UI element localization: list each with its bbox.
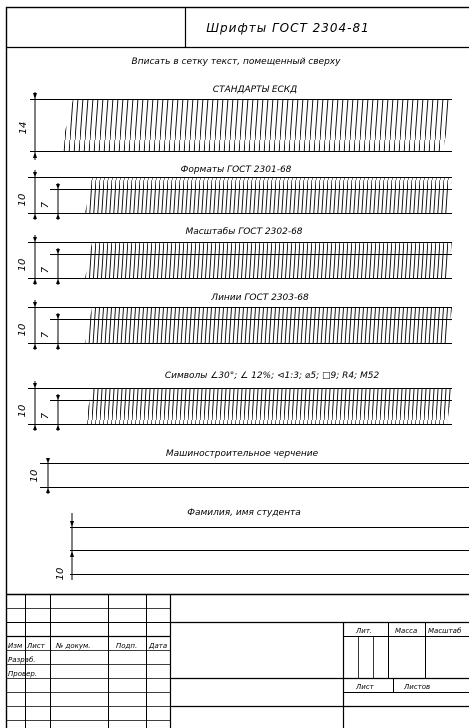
section-scales: Масштабы ГОСТ 2302-68 10 7 [17, 227, 452, 285]
dim-label: 10 [17, 259, 28, 272]
stamp-row-checker: Провер. [8, 670, 37, 678]
section-label: СТАНДАРТЫ ЕСКД [213, 85, 297, 95]
stamp-header-sign: Подп. [116, 642, 137, 650]
section-student-name: Фамилия, имя студента 10 [55, 508, 469, 580]
dim-label: 10 [29, 470, 40, 483]
stamp-mass: Масса [395, 627, 417, 635]
section-label: Масштабы ГОСТ 2302-68 [185, 227, 302, 237]
stamp-header-date: Дата [148, 642, 167, 650]
dim-label: 7 [40, 331, 51, 338]
section-label: Символы ∠30°; ∠ 12%; ⊲1:3; ⌀5; □9; R4; М… [165, 371, 380, 381]
stamp-lit: Лит. [355, 627, 372, 635]
header-box: Шрифты ГОСТ 2304-81 [6, 7, 469, 49]
section-standards: СТАНДАРТЫ ЕСКД 14 [18, 85, 452, 160]
instruction-text: Вписать в сетку текст, помещенный сверху [132, 57, 342, 67]
page-title: Шрифты ГОСТ 2304-81 [206, 21, 370, 35]
section-lines: Линии ГОСТ 2303-68 10 7 [17, 293, 452, 350]
dim-label: 10 [17, 324, 28, 337]
section-symbols: Символы ∠30°; ∠ 12%; ⊲1:3; ⌀5; □9; R4; М… [17, 371, 452, 431]
dim-label: 10 [17, 405, 28, 418]
stamp-row-developer: Разраб. [8, 656, 36, 664]
stamp-sheet: Лист [355, 683, 375, 691]
stamp-scale: Масштаб [428, 627, 462, 635]
section-label: Форматы ГОСТ 2301-68 [181, 165, 292, 175]
dim-label: 7 [40, 412, 51, 419]
dim-label: 14 [18, 122, 29, 135]
dim-label: 7 [40, 201, 51, 208]
section-label: Линии ГОСТ 2303-68 [210, 293, 309, 303]
section-formats: Форматы ГОСТ 2301-68 10 7 [17, 165, 452, 220]
dim-label: 7 [40, 266, 51, 273]
dim-label: 10 [17, 194, 28, 207]
stamp-header-list: Лист [26, 642, 46, 650]
stamp-header-izm: Изм [8, 642, 23, 650]
dim-label: 10 [55, 568, 66, 581]
title-block: Изм Лист № докум. Подп. Дата Разраб. Про… [6, 593, 469, 728]
stamp-sheets: Листов [403, 683, 430, 691]
stamp-header-doc: № докум. [55, 642, 91, 650]
section-label: Машиностроительное черчение [166, 449, 319, 459]
section-engineering: Машиностроительное черчение 10 [29, 449, 469, 494]
section-label: Фамилия, имя студента [187, 508, 300, 518]
sheet-frame [5, 6, 469, 728]
